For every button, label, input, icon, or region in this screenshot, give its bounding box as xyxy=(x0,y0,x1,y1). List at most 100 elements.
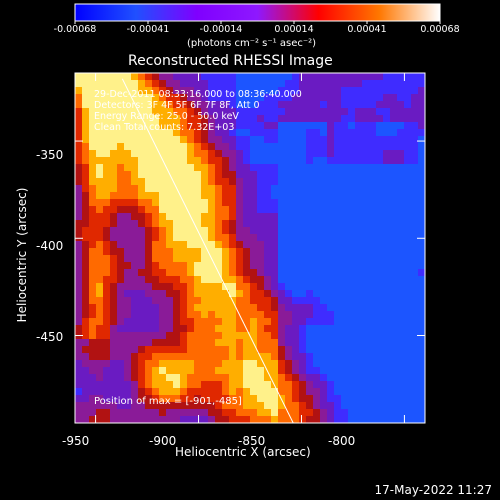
heatmap-cell xyxy=(299,353,307,361)
heatmap-cell xyxy=(390,136,398,144)
heatmap-cell xyxy=(299,199,307,207)
heatmap-cell xyxy=(292,164,300,172)
heatmap-cell xyxy=(369,395,377,403)
heatmap-cell xyxy=(124,416,132,423)
heatmap-cell xyxy=(208,409,216,417)
heatmap-cell xyxy=(82,381,90,389)
heatmap-cell xyxy=(194,108,202,116)
heatmap-cell xyxy=(166,262,174,270)
heatmap-cell xyxy=(96,304,104,312)
heatmap-cell xyxy=(334,388,342,396)
heatmap-cell xyxy=(383,150,391,158)
heatmap-cell xyxy=(411,283,419,291)
heatmap-cell xyxy=(89,171,97,179)
heatmap-cell xyxy=(187,255,195,263)
heatmap-cell xyxy=(103,122,111,130)
heatmap-cell xyxy=(299,213,307,221)
heatmap-cell xyxy=(376,262,384,270)
heatmap-cell xyxy=(313,290,321,298)
heatmap-cell xyxy=(243,276,251,284)
heatmap-cell xyxy=(285,94,293,102)
heatmap-cell xyxy=(96,339,104,347)
heatmap-cell xyxy=(327,129,335,137)
heatmap-cell xyxy=(215,255,223,263)
heatmap-cell xyxy=(278,304,286,312)
heatmap-cell xyxy=(131,409,139,417)
heatmap-cell xyxy=(362,339,370,347)
heatmap-cell xyxy=(159,388,167,396)
heatmap-cell xyxy=(131,206,139,214)
heatmap-cell xyxy=(278,129,286,137)
heatmap-cell xyxy=(145,276,153,284)
heatmap-cell xyxy=(334,304,342,312)
heatmap-cell xyxy=(271,101,279,109)
heatmap-cell xyxy=(82,87,90,95)
heatmap-cell xyxy=(299,325,307,333)
heatmap-cell xyxy=(397,192,405,200)
heatmap-cell xyxy=(208,318,216,326)
heatmap-cell xyxy=(292,171,300,179)
heatmap-cell xyxy=(348,192,356,200)
heatmap-cell xyxy=(229,318,237,326)
heatmap-cell xyxy=(229,255,237,263)
heatmap-cell xyxy=(285,416,293,423)
heatmap-cell xyxy=(215,178,223,186)
heatmap-cell xyxy=(327,73,335,81)
heatmap-cell xyxy=(96,283,104,291)
y-tick-label-2: -450 xyxy=(36,330,64,344)
heatmap-cell xyxy=(334,374,342,382)
heatmap-cell xyxy=(96,311,104,319)
heatmap-cell xyxy=(166,374,174,382)
heatmap-cell xyxy=(271,178,279,186)
heatmap-cell xyxy=(383,143,391,151)
heatmap-cell xyxy=(369,409,377,417)
heatmap-cell xyxy=(390,276,398,284)
heatmap-cell xyxy=(376,213,384,221)
heatmap-cell xyxy=(208,143,216,151)
heatmap-cell xyxy=(187,367,195,375)
heatmap-cell xyxy=(306,164,314,172)
heatmap-cell xyxy=(194,206,202,214)
heatmap-cell xyxy=(117,73,125,81)
heatmap-cell xyxy=(299,192,307,200)
heatmap-cell xyxy=(229,80,237,88)
heatmap-cell xyxy=(313,248,321,256)
heatmap-cell xyxy=(201,276,209,284)
heatmap-cell xyxy=(418,171,425,179)
heatmap-cell xyxy=(334,241,342,249)
heatmap-cell xyxy=(292,339,300,347)
heatmap-cell xyxy=(404,115,412,123)
heatmap-cell xyxy=(194,332,202,340)
heatmap-cell xyxy=(243,374,251,382)
heatmap-cell xyxy=(285,255,293,263)
heatmap-cell xyxy=(264,171,272,179)
heatmap-cell xyxy=(82,311,90,319)
heatmap-cell xyxy=(103,206,111,214)
heatmap-cell xyxy=(271,318,279,326)
heatmap-cell xyxy=(390,381,398,389)
heatmap-cell xyxy=(103,241,111,249)
heatmap-cell xyxy=(341,360,349,368)
heatmap-cell xyxy=(110,276,118,284)
heatmap-cell xyxy=(159,374,167,382)
heatmap-cell xyxy=(369,101,377,109)
heatmap-cell xyxy=(383,374,391,382)
heatmap-cell xyxy=(306,122,314,130)
heatmap-cell xyxy=(292,304,300,312)
heatmap-cell xyxy=(96,87,104,95)
heatmap-cell xyxy=(355,360,363,368)
heatmap-cell xyxy=(131,395,139,403)
heatmap-cell xyxy=(82,360,90,368)
heatmap-cell xyxy=(278,115,286,123)
heatmap-cell xyxy=(187,94,195,102)
heatmap-cell xyxy=(320,115,328,123)
heatmap-cell xyxy=(292,178,300,186)
heatmap-cell xyxy=(222,311,230,319)
heatmap-cell xyxy=(285,395,293,403)
heatmap-cell xyxy=(222,234,230,242)
heatmap-cell xyxy=(397,150,405,158)
x-tick-label-3: -800 xyxy=(328,434,356,448)
heatmap-cell xyxy=(187,150,195,158)
heatmap-cell xyxy=(131,122,139,130)
heatmap-cell xyxy=(320,395,328,403)
